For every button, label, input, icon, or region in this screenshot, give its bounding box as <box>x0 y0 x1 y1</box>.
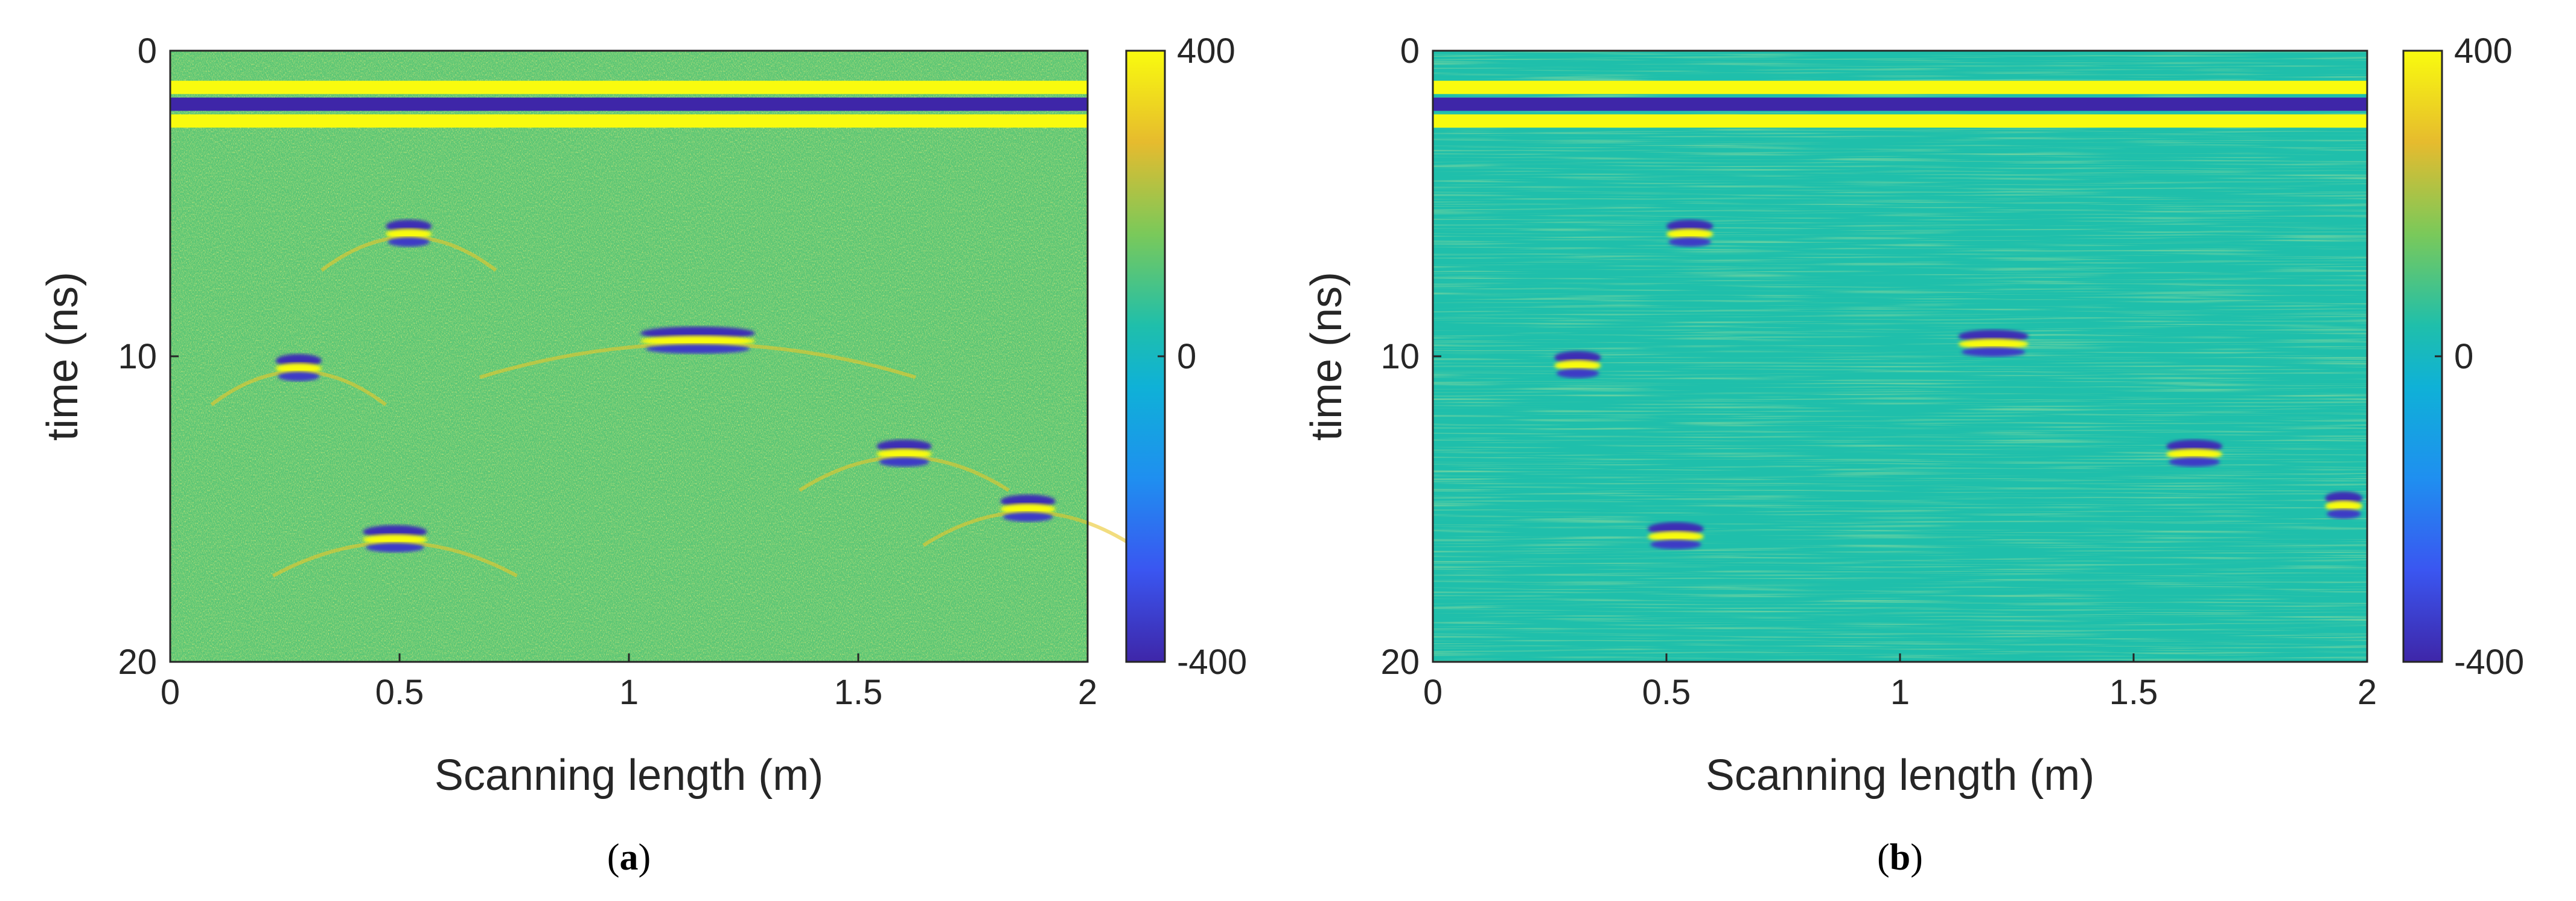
reflection-2 <box>1554 351 1601 379</box>
caption-b: (b) <box>1877 837 1923 878</box>
reflection-lower-lobe <box>366 542 424 553</box>
panel-b: 0 0.5 1 1.5 2 0 10 20 Scanning length (m) time… <box>1302 31 2524 878</box>
x-tick-label: 2 <box>1078 673 1097 712</box>
colorbar-tick-label: -400 <box>1177 643 1247 682</box>
y-tick-label: 0 <box>138 31 157 71</box>
reflection-core <box>1000 504 1056 515</box>
x-tick-label: 0.5 <box>375 673 424 712</box>
panel-a: 0 0.5 1 1.5 2 0 10 20 Scanning length (m) time… <box>39 31 1247 878</box>
direct-wave-top-band <box>170 80 1088 94</box>
reflection-core <box>386 228 432 240</box>
heatmap-a <box>170 51 1134 662</box>
x-tick-label: 1 <box>1890 673 1910 712</box>
reflection-core <box>363 534 427 545</box>
reflection-lower-lobe <box>2169 457 2220 467</box>
x-tick-label: 2 <box>2358 673 2377 712</box>
x-tick-label: 0 <box>161 673 180 712</box>
x-tick-label: 0.5 <box>1642 673 1691 712</box>
reflection-lower-lobe <box>645 344 750 354</box>
direct-wave-mid-band <box>1433 97 2367 111</box>
reflection-1 <box>1666 219 1714 247</box>
reflection-core <box>275 363 322 374</box>
colorbar-tick-label: 400 <box>2454 31 2513 71</box>
x-tick-label: 1.5 <box>834 673 883 712</box>
reflection-core <box>1958 338 2029 350</box>
y-ticks-b: 0 10 20 <box>1380 31 1441 682</box>
direct-wave-top-band <box>1433 80 2367 94</box>
reflection-core <box>2166 448 2223 460</box>
y-axis-label-b: time (ns) <box>1302 272 1351 441</box>
colorbar-tick-label: -400 <box>2454 643 2524 682</box>
colorbar-ticks-a: 400 0 -400 <box>1158 31 1247 682</box>
reflection-6 <box>922 495 1134 547</box>
reflection-2 <box>210 354 387 406</box>
reflection-lower-lobe <box>387 237 430 247</box>
caption-a: (a) <box>607 837 651 878</box>
reflection-core <box>1554 360 1601 371</box>
reflection-4 <box>799 439 1010 492</box>
reflection-lower-lobe <box>278 371 320 382</box>
reflection-6 <box>2325 491 2363 519</box>
y-ticks-a: 0 10 20 <box>118 31 179 682</box>
reflection-3 <box>479 326 916 379</box>
colorbar-ticks-b: 400 0 -400 <box>2435 31 2524 682</box>
y-tick-label: 0 <box>1400 31 1420 71</box>
x-ticks-a: 0 0.5 1 1.5 2 <box>161 653 1097 712</box>
reflection-core <box>1648 531 1704 542</box>
reflection-lower-lobe <box>2327 508 2361 519</box>
reflection-4 <box>2166 439 2223 467</box>
reflection-lower-lobe <box>879 457 929 467</box>
reflection-core <box>1666 228 1714 240</box>
heatmap-b <box>1433 51 2367 662</box>
reflection-5 <box>1648 522 1704 550</box>
heatmap-noise-a <box>170 51 1088 662</box>
reflection-5 <box>272 525 518 578</box>
colorbar-tick-label: 0 <box>2454 337 2473 376</box>
direct-wave-mid-band <box>170 97 1088 111</box>
x-axis-label-a: Scanning length (m) <box>435 751 823 800</box>
reflection-core <box>640 335 755 347</box>
x-axis-label-b: Scanning length (m) <box>1706 751 2094 800</box>
direct-wave-bottom-band <box>1433 114 2367 128</box>
y-tick-label: 20 <box>1380 643 1420 682</box>
reflection-core <box>876 448 932 460</box>
y-tick-label: 20 <box>118 643 157 682</box>
x-tick-label: 1 <box>619 673 639 712</box>
direct-wave-bottom-band <box>170 114 1088 128</box>
reflection-lower-lobe <box>1556 368 1599 379</box>
y-axis-label-a: time (ns) <box>39 272 87 441</box>
y-tick-label: 10 <box>1380 337 1420 376</box>
x-tick-label: 0 <box>1423 673 1443 712</box>
colorbar-tick-label: 0 <box>1177 337 1196 376</box>
reflection-3 <box>1958 329 2029 357</box>
colorbar-tick-label: 400 <box>1177 31 1235 71</box>
reflection-lower-lobe <box>1003 512 1053 522</box>
x-ticks-b: 0 0.5 1 1.5 2 <box>1423 653 2377 712</box>
reflection-lower-lobe <box>1668 237 1711 247</box>
reflection-lower-lobe <box>1650 539 1701 550</box>
heatmap-marks-a <box>170 80 1134 578</box>
reflection-core <box>2325 500 2363 511</box>
heatmap-marks-b <box>1433 80 2367 550</box>
reflection-1 <box>320 219 497 272</box>
reflection-lower-lobe <box>1962 347 2026 357</box>
y-tick-label: 10 <box>118 337 157 376</box>
x-tick-label: 1.5 <box>2109 673 2158 712</box>
